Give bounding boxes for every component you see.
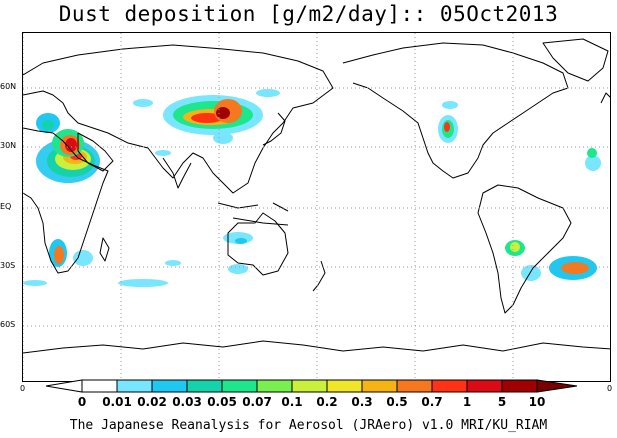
colorbar-cell xyxy=(291,379,328,393)
colorbar-arrow-high xyxy=(536,379,578,393)
colorbar-cell xyxy=(116,379,153,393)
colorbar-arrow-low xyxy=(45,379,83,393)
colorbar-cell xyxy=(151,379,188,393)
coast-japan xyxy=(262,112,286,146)
lat-label-30n: 30N xyxy=(0,141,17,150)
colorbar-cells xyxy=(45,379,578,393)
dust-central-asia xyxy=(133,95,263,144)
lat-label-30s: 30S xyxy=(0,261,16,270)
colorbar-tick-label: 0.2 xyxy=(316,395,338,409)
coast-madagascar xyxy=(99,237,110,262)
coast-eurasia xyxy=(23,44,334,194)
colorbar-tick-label: 0.05 xyxy=(207,395,237,409)
coast-north-america xyxy=(342,42,569,179)
edge-label-left: 0 xyxy=(20,384,26,393)
colorbar-tick-label: 5 xyxy=(497,395,507,409)
colorbar-cell xyxy=(466,379,503,393)
dust-arabia xyxy=(52,129,84,157)
coastlines xyxy=(23,38,610,354)
colorbar-cell xyxy=(256,379,293,393)
colorbar-cell xyxy=(326,379,363,393)
colorbar-tick-label: 0.3 xyxy=(351,395,373,409)
lat-label-60n: 60N xyxy=(0,82,17,91)
colorbar-tick-label: 0.02 xyxy=(137,395,167,409)
dust-shading xyxy=(23,89,601,287)
colorbar-cell xyxy=(186,379,223,393)
coast-arabia xyxy=(77,132,114,172)
colorbar xyxy=(45,379,578,393)
colorbar-cell xyxy=(81,379,118,393)
coast-antarctica xyxy=(23,340,610,354)
dust-north-america xyxy=(438,101,458,143)
world-map xyxy=(23,33,610,381)
dust-scattered xyxy=(23,89,280,287)
edge-label-right: 0 xyxy=(607,384,613,393)
dust-southern-africa xyxy=(49,239,93,267)
map-frame xyxy=(22,32,611,382)
coast-india xyxy=(162,157,192,189)
coast-greenland xyxy=(542,38,609,82)
coast-south-america xyxy=(477,184,572,314)
dust-south-america xyxy=(505,148,601,281)
colorbar-tick-label: 0.01 xyxy=(102,395,132,409)
coast-british-isles xyxy=(600,92,610,104)
credit-line: The Japanese Reanalysis for Aerosol (JRA… xyxy=(69,418,548,433)
colorbar-tick-label: 0.1 xyxy=(281,395,303,409)
coast-new-zealand xyxy=(312,260,326,292)
colorbar-tick-label: 0.7 xyxy=(421,395,443,409)
colorbar-tick-label: 1 xyxy=(462,395,472,409)
colorbar-cell xyxy=(221,379,258,393)
colorbar-tick-label: 0.07 xyxy=(242,395,272,409)
gridlines xyxy=(23,33,610,381)
map-title: Dust deposition [g/m2/day]:: 05Oct2013 xyxy=(58,2,559,26)
coast-indonesia xyxy=(217,202,289,226)
colorbar-cell xyxy=(396,379,433,393)
colorbar-cell xyxy=(361,379,398,393)
colorbar-cell xyxy=(431,379,468,393)
colorbar-tick-label: 0.03 xyxy=(172,395,202,409)
colorbar-tick-label: 10 xyxy=(528,395,546,409)
colorbar-cell xyxy=(501,379,538,393)
lat-label-eq: EQ xyxy=(0,202,12,211)
colorbar-tick-label: 0.5 xyxy=(386,395,408,409)
colorbar-tick-label: 0 xyxy=(77,395,87,409)
lat-label-60s: 60S xyxy=(0,320,16,329)
coast-australia xyxy=(227,212,289,276)
